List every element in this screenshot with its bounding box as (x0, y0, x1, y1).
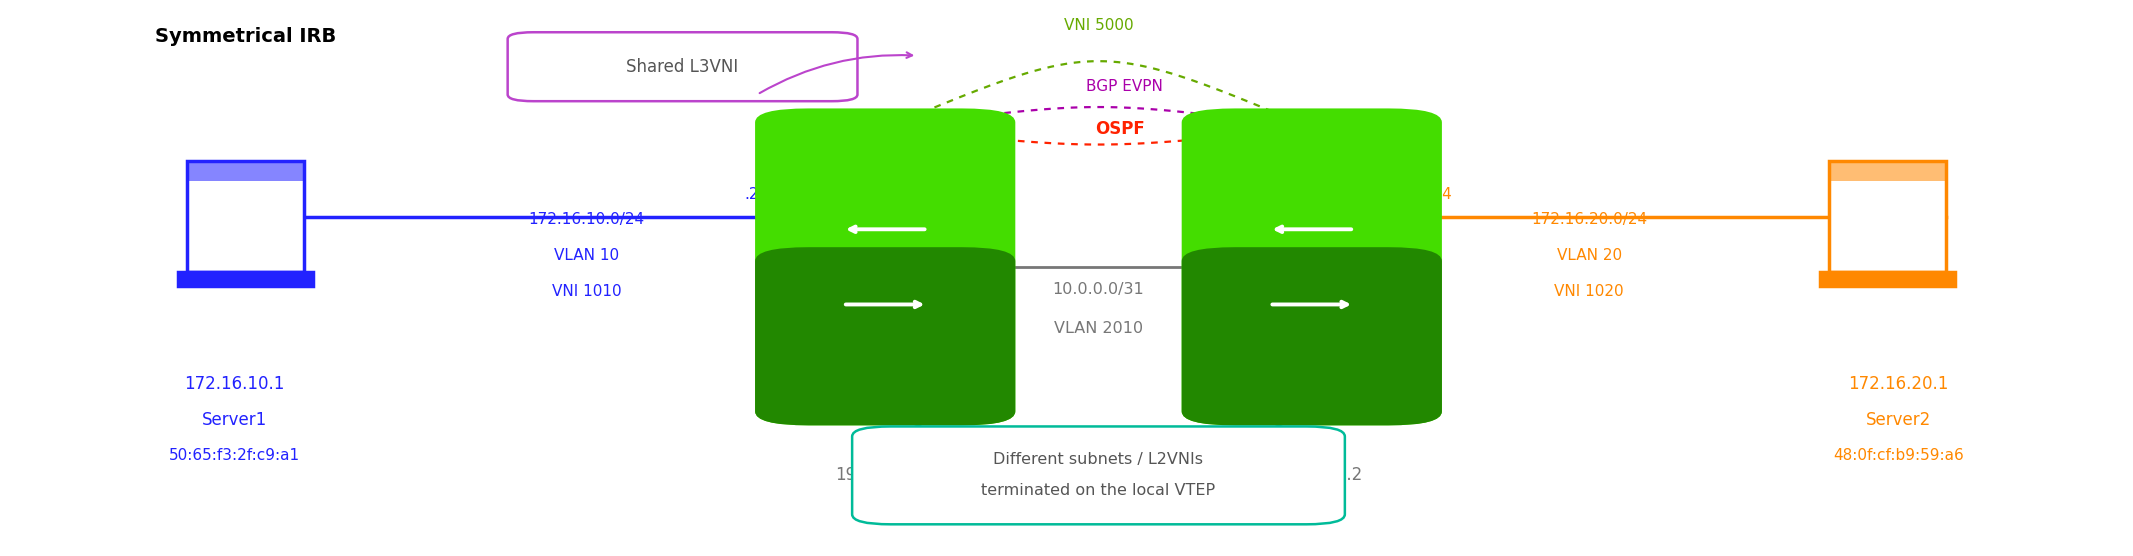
Text: 172.16.10.1: 172.16.10.1 (183, 375, 286, 393)
FancyBboxPatch shape (188, 161, 305, 272)
FancyBboxPatch shape (1182, 108, 1442, 425)
Text: VNI 1010: VNI 1010 (552, 285, 621, 299)
Text: 6300-2: 6300-2 (1282, 433, 1342, 451)
Text: Different subnets / L2VNIs: Different subnets / L2VNIs (994, 453, 1203, 467)
Text: terminated on the local VTEP: terminated on the local VTEP (981, 484, 1216, 498)
FancyBboxPatch shape (188, 161, 305, 181)
FancyBboxPatch shape (851, 426, 1344, 524)
Text: 172.16.20.0/24: 172.16.20.0/24 (1531, 212, 1647, 227)
FancyBboxPatch shape (508, 32, 857, 101)
Text: 6300-1: 6300-1 (855, 433, 915, 451)
Text: VLAN 2010: VLAN 2010 (1054, 321, 1143, 335)
Text: Server1: Server1 (203, 411, 267, 429)
Text: BGP EVPN: BGP EVPN (1086, 79, 1162, 93)
Text: 192.168.0.2: 192.168.0.2 (1263, 466, 1361, 484)
Text: 192.168.0.1: 192.168.0.1 (836, 466, 934, 484)
FancyBboxPatch shape (755, 247, 1015, 425)
Text: VLAN 20: VLAN 20 (1557, 249, 1621, 263)
FancyBboxPatch shape (1182, 247, 1442, 425)
Text: OSPF: OSPF (1094, 120, 1145, 138)
Text: 10.0.0.0/31: 10.0.0.0/31 (1052, 282, 1145, 296)
FancyBboxPatch shape (1830, 161, 1947, 181)
Text: Server2: Server2 (1866, 411, 1930, 429)
Text: VNI 1020: VNI 1020 (1555, 285, 1623, 299)
Text: Symmetrical IRB: Symmetrical IRB (156, 27, 335, 46)
Text: Shared L3VNI: Shared L3VNI (627, 58, 738, 76)
Text: VLAN 10: VLAN 10 (555, 249, 619, 263)
Text: .254: .254 (1418, 187, 1453, 202)
Text: VNI 5000: VNI 5000 (1064, 18, 1133, 32)
FancyBboxPatch shape (1819, 272, 1956, 286)
Text: 172.16.20.1: 172.16.20.1 (1847, 375, 1950, 393)
Text: 48:0f:cf:b9:59:a6: 48:0f:cf:b9:59:a6 (1832, 449, 1964, 463)
FancyBboxPatch shape (177, 272, 314, 286)
FancyBboxPatch shape (755, 108, 1015, 425)
FancyBboxPatch shape (1830, 161, 1947, 272)
Text: .254: .254 (744, 187, 779, 202)
Text: 50:65:f3:2f:c9:a1: 50:65:f3:2f:c9:a1 (169, 449, 301, 463)
Text: 172.16.10.0/24: 172.16.10.0/24 (529, 212, 644, 227)
